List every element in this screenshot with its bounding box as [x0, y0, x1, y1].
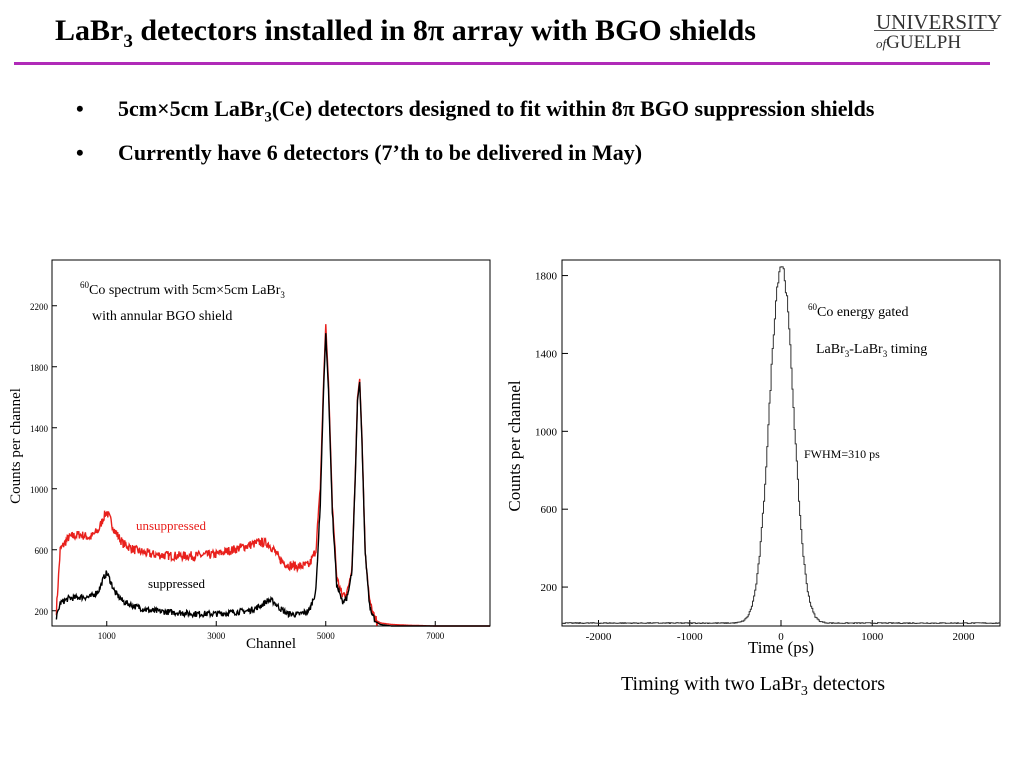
spectrum-y-tick-label: 600	[35, 546, 49, 556]
bullet-text-pre: Currently have 6 detectors (7’th to be d…	[118, 140, 643, 166]
timing-fwhm-label: FWHM=310 ps	[804, 447, 880, 461]
timing-x-axis-label: Time (ps)	[748, 638, 814, 657]
timing-annotation-sub-b: 3	[883, 349, 888, 359]
timing-annotation-labr-b: -LaBr	[849, 342, 883, 357]
spectrum-y-axis-label: Counts per channel	[8, 388, 24, 504]
slide-title: LaBr3 detectors installed in 8π array wi…	[55, 14, 756, 53]
spectrum-y-tick-label: 2200	[30, 302, 49, 312]
spectrum-x-tick-label: 7000	[426, 631, 445, 641]
logo-guelph-text: GUELPH	[886, 32, 962, 53]
timing-y-tick-label: 1400	[535, 348, 558, 360]
logo-of: of	[876, 36, 887, 51]
timing-annotation-post: timing	[887, 342, 927, 357]
bullet-text-sub: 3	[264, 109, 272, 126]
timing-x-tick-label: -2000	[586, 631, 612, 643]
logo-line-guelph: ofGUELPH	[876, 32, 961, 54]
title-subscript: 3	[123, 31, 133, 52]
timing-x-tick-label: 2000	[953, 631, 976, 643]
caption-post: detectors	[807, 673, 886, 695]
bullet-marker: •	[76, 140, 84, 166]
spectrum-annotation-line1: 60Co spectrum with 5cm×5cm LaBr3	[80, 280, 285, 300]
spectrum-annotation-text: Co spectrum with 5cm×5cm LaBr	[89, 283, 281, 298]
timing-x-tick-label: 1000	[861, 631, 884, 643]
spectrum-x-tick-label: 5000	[317, 631, 336, 641]
timing-plot-frame	[561, 259, 1001, 627]
timing-annotation-sup: 60	[808, 302, 818, 312]
timing-y-axis-label: Counts per channel	[505, 380, 524, 512]
bullet-item: • Currently have 6 detectors (7’th to be…	[76, 138, 876, 168]
unsuppressed-label: unsuppressed	[136, 518, 207, 533]
timing-series-line	[562, 266, 1001, 624]
bullet-marker: •	[76, 96, 84, 121]
title-main: LaBr	[55, 14, 124, 47]
caption-sub: 3	[800, 684, 808, 699]
unsuppressed-series-line	[55, 324, 490, 627]
timing-chart: 200 600 1000 1400 1800 -2000 -1000 0 1000 2000 6…	[505, 259, 1001, 657]
spectrum-annotation-sup: 60	[80, 280, 90, 290]
timing-y-tick-label: 1000	[535, 426, 558, 438]
bullet-text-post: (Ce) detectors designed to fit within 8π…	[271, 96, 875, 121]
spectrum-plot-frame	[51, 259, 491, 627]
spectrum-y-tick-label: 1800	[30, 363, 49, 373]
timing-x-tick-label: -1000	[677, 631, 703, 643]
timing-caption: Timing with two LaBr3 detectors	[621, 673, 885, 700]
timing-annotation-line1: 60Co energy gated	[808, 302, 909, 320]
timing-x-tick-label: 0	[778, 631, 784, 643]
timing-y-tick-label: 200	[541, 582, 558, 594]
suppressed-series-line	[55, 333, 490, 627]
bullet-list: • 5cm×5cm LaBr3(Ce) detectors designed t…	[76, 94, 876, 174]
spectrum-y-tick-label: 1400	[30, 424, 49, 434]
timing-annotation-text: Co energy gated	[817, 305, 909, 320]
title-rule	[14, 62, 990, 65]
caption-pre: Timing with two LaBr	[621, 673, 801, 695]
spectrum-x-axis-label: Channel	[246, 636, 296, 652]
logo-divider	[874, 30, 994, 31]
spectrum-annotation-line2: with annular BGO shield	[92, 309, 232, 324]
spectrum-x-tick-label: 3000	[207, 631, 226, 641]
spectrum-y-tick-label: 1000	[30, 485, 49, 495]
bullet-text-pre: 5cm×5cm LaBr	[118, 96, 265, 121]
spectrum-annotation-sub: 3	[280, 290, 285, 300]
timing-y-tick-label: 600	[541, 504, 558, 516]
suppressed-label: suppressed	[148, 576, 206, 591]
timing-y-tick-label: 1800	[535, 271, 558, 283]
university-logo: UNIVERSITY ofGUELPH	[874, 10, 1002, 56]
title-rest: detectors installed in 8π array with BGO…	[132, 14, 756, 47]
timing-annotation-labr-a: LaBr	[816, 342, 845, 357]
timing-annotation-sub-a: 3	[845, 349, 850, 359]
timing-annotation-line2: LaBr3-LaBr3 timing	[816, 342, 927, 359]
bullet-item: • 5cm×5cm LaBr3(Ce) detectors designed t…	[76, 94, 876, 132]
spectrum-x-tick-label: 1000	[98, 631, 117, 641]
spectrum-y-tick-label: 200	[35, 607, 49, 617]
